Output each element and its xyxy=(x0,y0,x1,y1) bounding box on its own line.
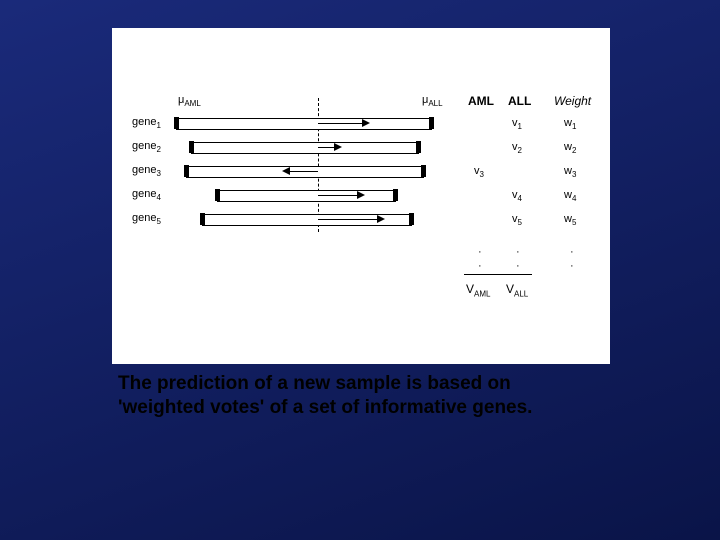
arrow-head-1 xyxy=(362,119,370,127)
arrow-head-3 xyxy=(282,167,290,175)
slide-caption: The prediction of a new sample is based … xyxy=(118,372,532,420)
ellipsis-aml-1: · xyxy=(478,260,482,272)
bar-endcap-left-5 xyxy=(200,213,205,225)
arrow-tail-4 xyxy=(318,195,358,196)
ellipsis-all-1: · xyxy=(516,260,520,272)
bar-endcap-right-1 xyxy=(429,117,434,129)
gene-bar-4 xyxy=(217,190,396,202)
vote-all-4: v4 xyxy=(512,189,522,203)
gene-label-1: gene1 xyxy=(132,116,161,130)
vote-all-1: v1 xyxy=(512,117,522,131)
arrow-tail-1 xyxy=(318,123,363,124)
gene-label-2: gene2 xyxy=(132,140,161,154)
bar-endcap-left-2 xyxy=(189,141,194,153)
gene-label-3: gene3 xyxy=(132,164,161,178)
arrow-tail-2 xyxy=(318,147,335,148)
bar-endcap-left-1 xyxy=(174,117,179,129)
sum-divider-line xyxy=(464,274,532,275)
arrow-head-4 xyxy=(357,191,365,199)
diagram-panel: μAML μALL AML ALL Weight gene1 v1 w1 gene2 v2 w2 ge… xyxy=(112,28,610,364)
bar-endcap-right-2 xyxy=(416,141,421,153)
weight-5: w5 xyxy=(564,213,576,227)
vote-aml-3: v3 xyxy=(474,165,484,179)
caption-line1: The prediction of a new sample is based … xyxy=(118,372,532,396)
bar-endcap-right-4 xyxy=(393,189,398,201)
col-header-aml: AML xyxy=(468,94,494,108)
gene-bar-2 xyxy=(191,142,419,154)
bar-endcap-right-5 xyxy=(409,213,414,225)
sum-all: VALL xyxy=(506,282,528,298)
arrow-tail-5 xyxy=(318,219,378,220)
ellipsis-weight-1: · xyxy=(570,260,574,272)
gene-bar-1 xyxy=(176,118,432,130)
sum-aml: VAML xyxy=(466,282,490,298)
vote-all-2: v2 xyxy=(512,141,522,155)
weight-3: w3 xyxy=(564,165,576,179)
ellipsis-aml-0: · xyxy=(478,246,482,258)
vote-all-5: v5 xyxy=(512,213,522,227)
arrow-head-5 xyxy=(377,215,385,223)
gene-bar-3 xyxy=(186,166,424,178)
bar-endcap-left-4 xyxy=(215,189,220,201)
arrow-head-2 xyxy=(334,143,342,151)
mu-aml-label: μAML xyxy=(178,94,201,108)
mu-all-label: μALL xyxy=(422,94,443,108)
arrow-tail-3 xyxy=(289,171,318,172)
weight-2: w2 xyxy=(564,141,576,155)
col-header-weight: Weight xyxy=(554,94,591,108)
weight-1: w1 xyxy=(564,117,576,131)
vote-diagram: μAML μALL AML ALL Weight gene1 v1 w1 gene2 v2 w2 ge… xyxy=(112,28,610,364)
col-header-all: ALL xyxy=(508,94,531,108)
bar-endcap-right-3 xyxy=(421,165,426,177)
ellipsis-all-0: · xyxy=(516,246,520,258)
bar-endcap-left-3 xyxy=(184,165,189,177)
slide-root: μAML μALL AML ALL Weight gene1 v1 w1 gene2 v2 w2 ge… xyxy=(0,0,720,540)
ellipsis-weight-0: · xyxy=(570,246,574,258)
gene-label-4: gene4 xyxy=(132,188,161,202)
gene-label-5: gene5 xyxy=(132,212,161,226)
weight-4: w4 xyxy=(564,189,576,203)
caption-line2: 'weighted votes' of a set of informative… xyxy=(118,396,532,420)
